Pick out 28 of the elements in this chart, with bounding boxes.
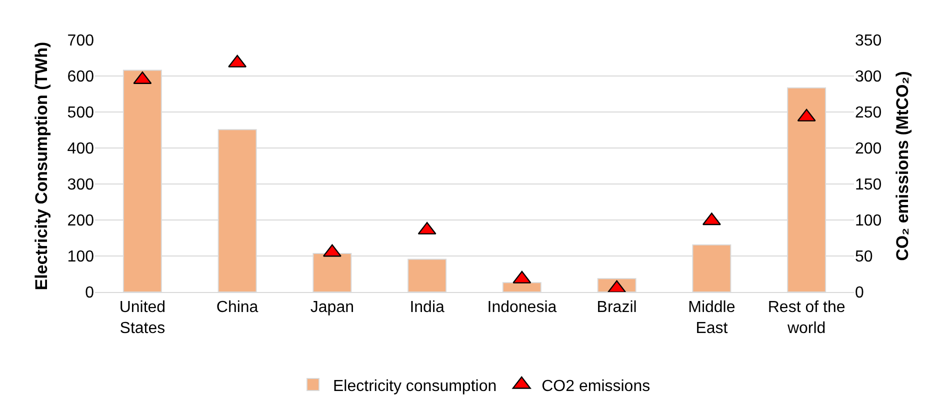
x-tick-label: Japan [310, 299, 354, 316]
y-tick-label: 500 [67, 104, 94, 122]
y2-tick-label: 350 [855, 32, 882, 50]
y-tick-label: 400 [67, 140, 94, 158]
x-tick-label: India [410, 299, 445, 316]
x-tick-label: United States [119, 299, 166, 337]
y2-tick-label: 100 [855, 212, 882, 230]
y2-tick-label: 150 [855, 176, 882, 194]
y-axis-title: Electricity Consumption (TWh) [32, 42, 51, 290]
y2-tick-label: 0 [855, 284, 864, 302]
legend-label: Electricity consumption [333, 378, 497, 395]
legend-label: CO2 emissions [542, 378, 650, 395]
y2-tick-label: 50 [855, 248, 873, 266]
x-tick-label: Indonesia [487, 299, 557, 316]
y-tick-label: 600 [67, 68, 94, 86]
y2-tick-label: 250 [855, 104, 882, 122]
y2-tick-label: 200 [855, 140, 882, 158]
y-tick-label: 200 [67, 212, 94, 230]
y2-axis-title: CO₂ emissions (MtCO₂) [893, 71, 912, 261]
x-tick-label: Brazil [596, 299, 637, 316]
y-tick-label: 700 [67, 32, 94, 50]
y-tick-label: 300 [67, 176, 94, 194]
y-tick-label: 0 [85, 284, 94, 302]
x-tick-label: China [216, 299, 258, 316]
y2-tick-label: 300 [855, 68, 882, 86]
x-tick-label: Middle East [688, 299, 736, 337]
y-tick-label: 100 [67, 248, 94, 266]
x-tick-label: Rest of the world [768, 299, 846, 337]
